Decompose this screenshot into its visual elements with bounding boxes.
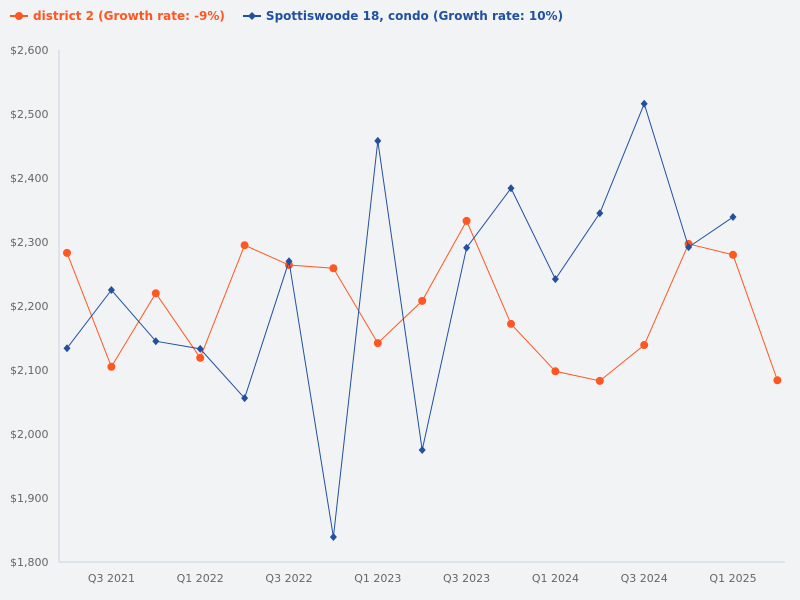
data-point xyxy=(329,264,338,273)
y-tick-label: $1,900 xyxy=(10,492,49,505)
x-tick-label: Q1 2023 xyxy=(354,572,401,585)
data-point xyxy=(640,341,649,350)
x-tick-label: Q3 2022 xyxy=(265,572,312,585)
data-point xyxy=(329,533,337,542)
y-tick-label: $2,500 xyxy=(10,108,49,121)
data-point xyxy=(507,319,515,328)
x-tick-label: Q3 2021 xyxy=(88,572,135,585)
data-point xyxy=(63,248,71,257)
x-tick-label: Q3 2024 xyxy=(621,572,668,585)
data-point xyxy=(151,289,160,298)
series-line-1 xyxy=(66,102,734,538)
y-tick-label: $2,400 xyxy=(10,172,49,185)
data-point xyxy=(463,243,471,252)
x-tick-label: Q1 2022 xyxy=(177,572,224,585)
data-point xyxy=(152,337,160,346)
data-point xyxy=(196,353,205,362)
circle-marker-icon xyxy=(10,12,28,20)
x-tick-label: Q1 2025 xyxy=(709,572,756,585)
x-tick-label: Q3 2023 xyxy=(443,572,490,585)
y-tick-label: $2,100 xyxy=(10,364,49,377)
data-point xyxy=(551,275,559,284)
data-point xyxy=(551,367,560,376)
y-tick-label: $2,300 xyxy=(10,236,49,249)
legend-label: district 2 (Growth rate: -9%) xyxy=(33,9,225,23)
legend-item-spottiswoode[interactable]: Spottiswoode 18, condo (Growth rate: 10%… xyxy=(242,9,564,23)
legend-label: Spottiswoode 18, condo (Growth rate: 10%… xyxy=(265,9,564,23)
data-point xyxy=(729,213,737,222)
data-point xyxy=(418,296,427,305)
y-tick-label: $2,600 xyxy=(10,44,49,57)
data-point xyxy=(196,344,204,353)
data-point xyxy=(240,241,249,250)
data-point xyxy=(773,376,782,385)
data-point xyxy=(373,339,382,348)
data-point xyxy=(107,286,115,294)
y-tick-label: $2,000 xyxy=(10,428,49,441)
data-point xyxy=(107,362,116,371)
data-point xyxy=(462,216,471,225)
y-tick-label: $2,200 xyxy=(10,300,49,313)
data-point xyxy=(595,376,604,385)
data-point xyxy=(374,136,382,145)
y-tick-label: $1,800 xyxy=(10,556,49,569)
legend-item-district-2[interactable]: district 2 (Growth rate: -9%) xyxy=(10,9,225,23)
legend: district 2 (Growth rate: -9%) Spottiswoo… xyxy=(10,9,563,23)
data-point xyxy=(418,446,426,454)
data-point xyxy=(285,257,293,266)
data-point xyxy=(640,99,648,108)
x-tick-label: Q1 2024 xyxy=(532,572,579,585)
diamond-marker-icon xyxy=(242,12,261,20)
data-point xyxy=(729,250,737,259)
data-point xyxy=(63,344,71,353)
data-point xyxy=(241,394,249,403)
data-point xyxy=(596,209,604,218)
data-point xyxy=(685,243,693,252)
data-point xyxy=(507,184,515,193)
